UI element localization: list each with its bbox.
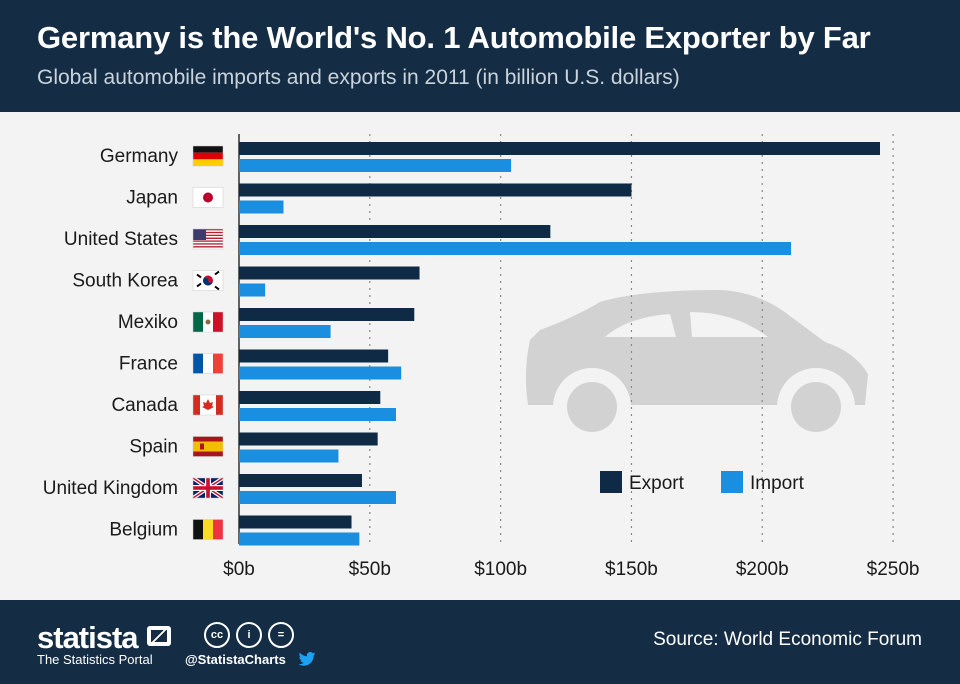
france-flag-icon	[192, 353, 224, 374]
canada-flag-icon	[192, 394, 224, 416]
bar-export	[239, 142, 880, 155]
bars	[239, 142, 880, 546]
x-tick-label: $50b	[349, 559, 391, 580]
x-tick-label: $150b	[605, 559, 658, 580]
x-tick-label: $100b	[474, 559, 527, 580]
bar-import	[239, 283, 266, 297]
bar-export	[239, 515, 352, 529]
country-label: France	[119, 354, 178, 375]
bar-chart: Germany Japan United States South Korea Mexi…	[43, 134, 920, 580]
country-label: United States	[64, 229, 178, 250]
x-tick-labels: $0b $50b $100b $150b $200b $250b	[223, 559, 919, 580]
statista-logo-icon	[147, 626, 171, 646]
legend-import-swatch	[721, 471, 743, 493]
bar-import	[239, 200, 284, 214]
source-note: Source: World Economic Forum	[653, 629, 922, 650]
attribution-icon[interactable]: i	[236, 622, 262, 648]
flags	[191, 145, 225, 540]
country-label: Germany	[100, 146, 179, 167]
bar-import	[239, 366, 402, 380]
country-label: Mexiko	[118, 312, 178, 333]
bar-export	[239, 349, 389, 363]
twitter-handle[interactable]: @StatistaCharts	[185, 652, 286, 667]
uk-flag-icon	[191, 476, 225, 500]
country-label: Canada	[111, 395, 178, 416]
bar-export	[239, 183, 632, 197]
spain-flag-icon	[192, 436, 224, 457]
car-windows	[605, 312, 768, 337]
bar-import	[239, 532, 360, 546]
tagline: The Statistics Portal	[37, 652, 153, 667]
germany-flag-icon	[192, 145, 224, 167]
no-derivatives-icon[interactable]: =	[268, 622, 294, 648]
mexico-flag-icon	[192, 311, 224, 333]
country-label: South Korea	[72, 271, 178, 292]
header: Germany is the World's No. 1 Automobile …	[0, 0, 960, 112]
bar-import	[239, 491, 396, 504]
legend: Export Import	[600, 471, 805, 494]
south-korea-flag-icon	[192, 270, 224, 291]
bar-import	[239, 159, 512, 172]
bar-import	[239, 325, 331, 338]
legend-import-label: Import	[750, 473, 805, 494]
bar-import	[239, 408, 396, 421]
bar-export	[239, 391, 381, 404]
chart-area: Germany Japan United States South Korea Mexi…	[0, 112, 960, 600]
x-tick-label: $0b	[223, 559, 255, 580]
bar-export	[239, 225, 551, 238]
x-tick-label: $250b	[867, 559, 920, 580]
bar-export	[239, 266, 420, 280]
country-label: Spain	[129, 437, 178, 458]
car-wheels	[553, 368, 855, 446]
bar-import	[239, 449, 339, 463]
country-label: Japan	[126, 188, 178, 209]
bar-export	[239, 308, 415, 321]
chart-title: Germany is the World's No. 1 Automobile …	[37, 20, 871, 55]
legend-export-swatch	[600, 471, 622, 493]
country-label: United Kingdom	[43, 478, 178, 499]
country-label: Belgium	[109, 520, 178, 541]
belgium-flag-icon	[192, 519, 224, 540]
statista-logo[interactable]: statista	[37, 620, 139, 655]
legend-export-label: Export	[629, 473, 685, 494]
footer: statista The Statistics Portal cc i = @S…	[0, 600, 960, 684]
bar-import	[239, 242, 792, 255]
license-icons: cc i =	[204, 622, 294, 648]
twitter-icon[interactable]	[298, 652, 316, 666]
bar-export	[239, 432, 378, 446]
x-tick-label: $200b	[736, 559, 789, 580]
usa-flag-icon	[192, 228, 224, 250]
bar-export	[239, 474, 362, 487]
country-labels: Germany Japan United States South Korea Mexi…	[43, 146, 179, 541]
chart-subtitle: Global automobile imports and exports in…	[37, 66, 680, 89]
japan-flag-icon	[192, 187, 224, 208]
creative-commons-icon[interactable]: cc	[204, 622, 230, 648]
